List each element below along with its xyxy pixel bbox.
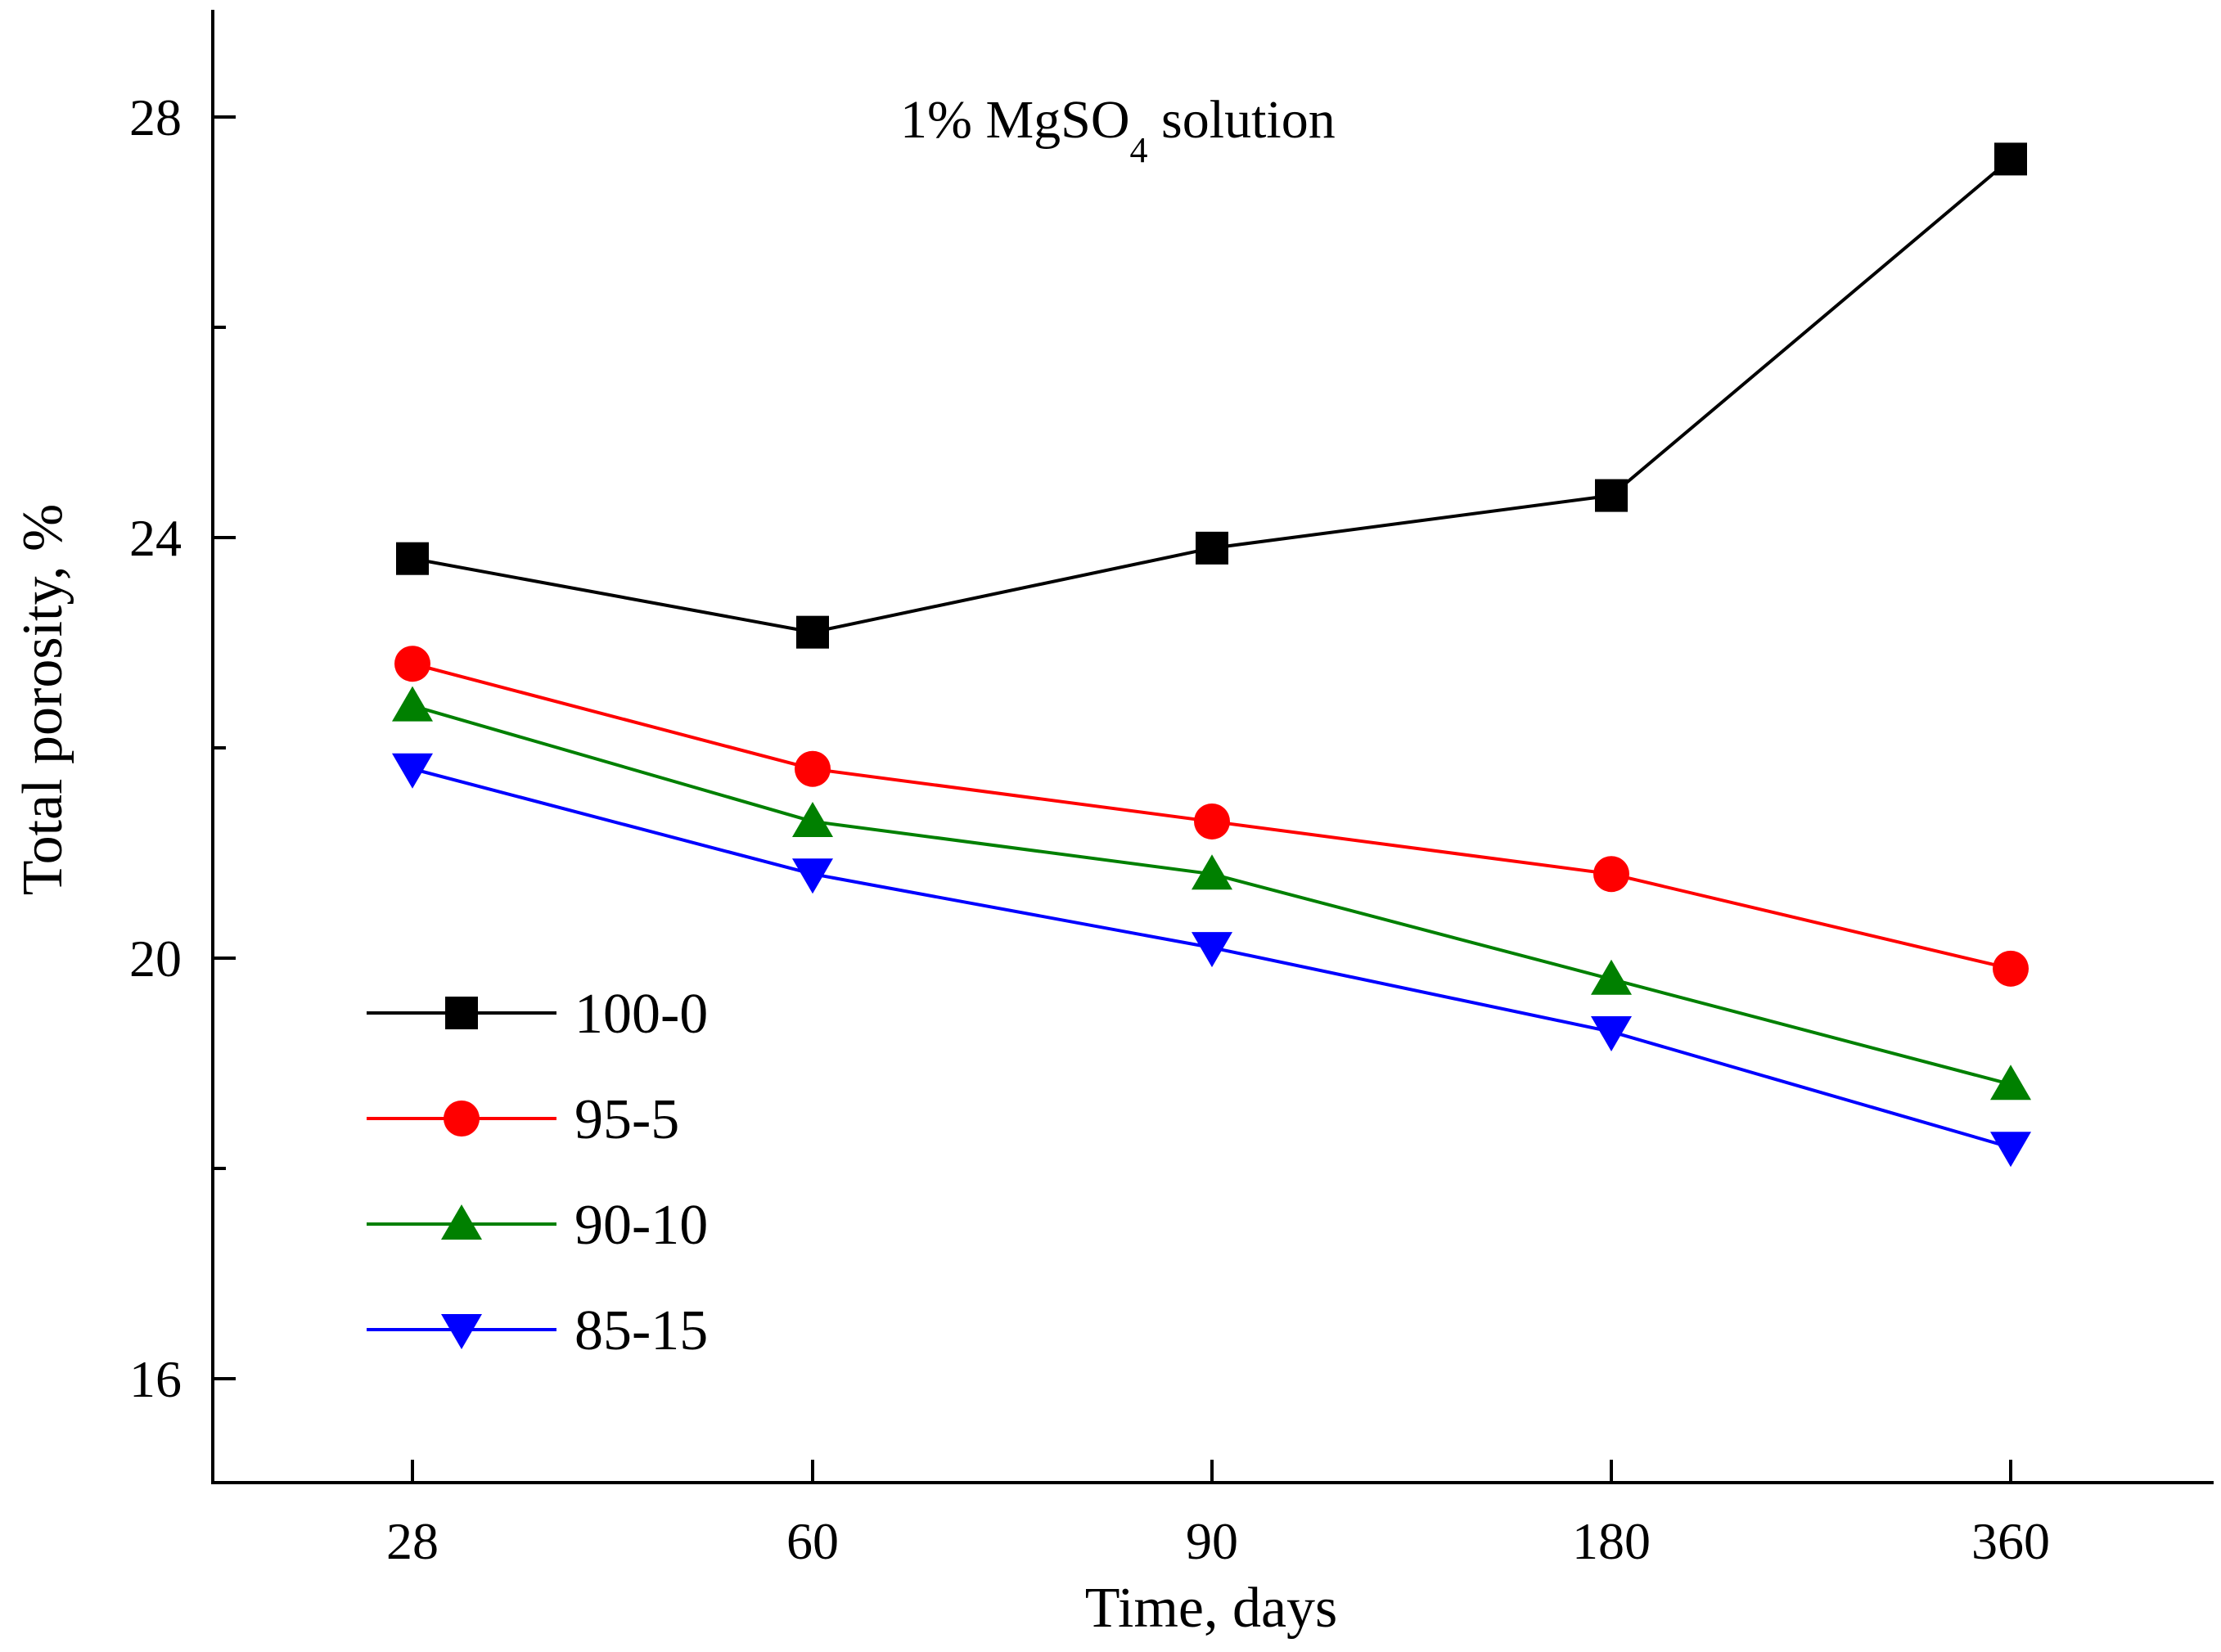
legend-label: 95-5	[574, 1088, 679, 1151]
x-tick-label: 180	[1572, 1512, 1651, 1570]
x-axis-title: Time, days	[1085, 1577, 1338, 1640]
legend-item: 95-5	[367, 1088, 679, 1151]
legend-item: 90-10	[367, 1194, 708, 1257]
legend-swatch-marker	[444, 1101, 480, 1137]
data-point: 90-10: 18.8	[1990, 1065, 2031, 1101]
legend-swatch-marker	[441, 1314, 482, 1349]
axes	[211, 10, 2214, 1484]
y-axis-title: Total porosity, %	[11, 504, 74, 896]
data-point: 95-5: 19.9	[1993, 950, 2029, 987]
data-point: 95-5: 20.8	[1593, 856, 1629, 893]
data-point: 100-0: 27.6	[1994, 142, 2027, 176]
legend-label: 100-0	[574, 983, 708, 1046]
y-tick-label: 16	[129, 1350, 182, 1408]
ticks: 16 20 24 28 28 60 90 180 360	[129, 88, 2050, 1570]
legend-item: 100-0	[367, 983, 708, 1046]
data-point: 90-10: 22.4	[392, 686, 433, 722]
data-point: 95-5: 21.3	[1194, 803, 1230, 840]
data-point: 100-0: 23.1	[796, 615, 829, 649]
y-tick-label: 20	[129, 930, 182, 988]
chart-title: 1% MgSO4 solution	[900, 90, 1336, 170]
data-point: 90-10: 20.8	[1192, 854, 1232, 890]
data-point: 85-15: 21.8	[392, 753, 433, 789]
data-point: 95-5: 21.8	[795, 750, 831, 787]
x-tick-label: 90	[1186, 1512, 1238, 1570]
x-tick-label: 28	[386, 1512, 439, 1570]
legend-swatch-marker	[445, 997, 478, 1029]
legend-swatch-marker	[441, 1204, 482, 1240]
data-point: 100-0: 24.4	[1595, 479, 1628, 512]
data-point: 85-15: 19.3	[1591, 1015, 1632, 1051]
x-tick-label: 360	[1971, 1512, 2050, 1570]
series: 100-0: 23.8 100-0: 23.1 100-0: 23.9 100-0: …	[392, 142, 2031, 1168]
legend-label: 85-15	[574, 1299, 708, 1362]
chart-title-suffix: solution	[1148, 90, 1336, 150]
data-point: 100-0: 23.8	[396, 542, 429, 575]
data-point: 95-5: 22.8	[394, 646, 430, 682]
data-point: 100-0: 23.9	[1196, 531, 1228, 565]
data-point: 85-15: 18.2	[1990, 1132, 2031, 1168]
data-point: 85-15: 20.8	[792, 858, 833, 894]
data-point: 90-10: 21.3	[792, 801, 833, 837]
data-point: 90-10: 19.8	[1591, 959, 1632, 995]
legend-item: 85-15	[367, 1299, 708, 1362]
chart-title-subscript: 4	[1130, 130, 1148, 170]
series-100-0: 100-0: 23.8 100-0: 23.1 100-0: 23.9 100-0: …	[396, 142, 2027, 649]
y-tick-label: 24	[129, 509, 182, 567]
x-tick-label: 60	[786, 1512, 839, 1570]
y-tick-label: 28	[129, 88, 182, 146]
legend-label: 90-10	[574, 1194, 708, 1257]
series-90-10: 90-10: 22.4 90-10: 21.3 90-10: 20.8 90-10: …	[392, 686, 2031, 1101]
data-point: 85-15: 20.1	[1192, 932, 1232, 968]
series-85-15: 85-15: 21.8 85-15: 20.8 85-15: 20.1 85-15: …	[392, 753, 2031, 1168]
legend: 100-0 95-5 90-10 85-15	[367, 983, 708, 1362]
series-95-5: 95-5: 22.8 95-5: 21.8 95-5: 21.3 95-5: 20.8…	[394, 646, 2029, 987]
chart-title-prefix: 1% MgSO	[900, 90, 1130, 150]
